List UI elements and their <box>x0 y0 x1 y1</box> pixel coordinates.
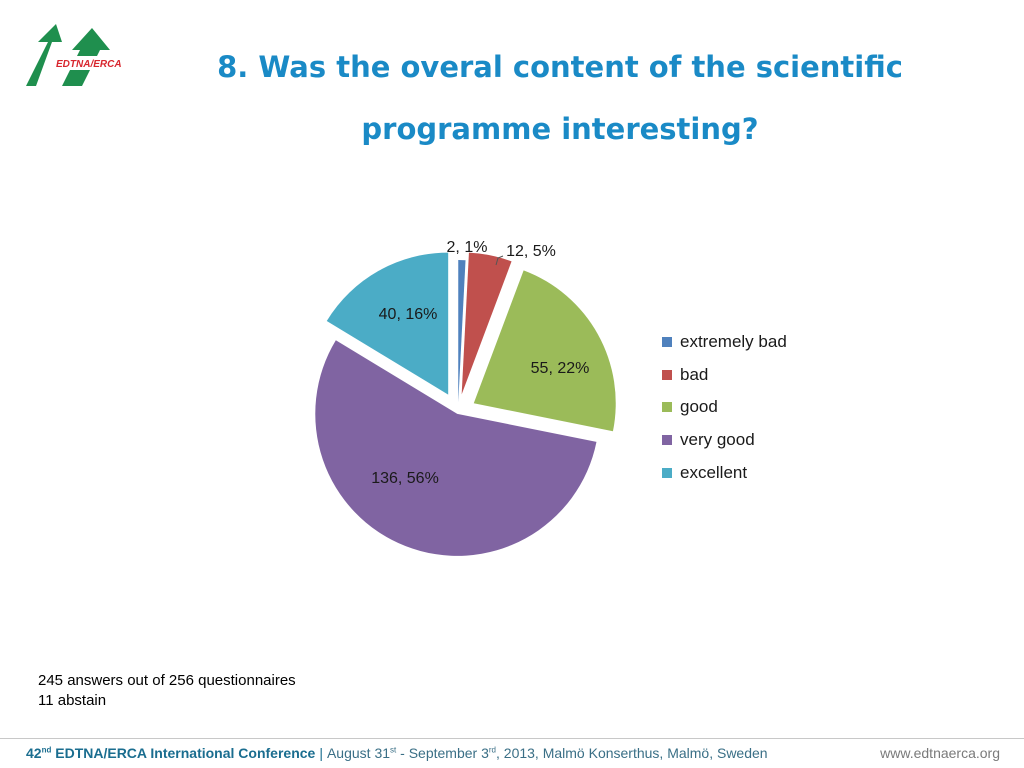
pie-slice-bad <box>461 252 512 395</box>
conference-date-start-suffix: st <box>390 745 397 755</box>
slide-title: 8. Was the overal content of the scienti… <box>160 36 960 160</box>
conference-date-start: August 31 <box>326 745 391 761</box>
leader-line <box>495 255 504 266</box>
pie-slice-extremely-bad <box>458 260 466 403</box>
legend-item-very-good: very good <box>662 424 787 457</box>
legend-swatch <box>662 402 672 413</box>
footer-conference-info: 42nd EDTNA/ERCA International Conference… <box>26 745 768 761</box>
legend-swatch <box>662 369 672 380</box>
title-line-1: 8. Was the overal content of the scienti… <box>217 50 903 84</box>
logo-text: EDTNA/ERCA <box>56 59 122 70</box>
chart-legend: extremely bad bad good very good excellent <box>662 326 787 489</box>
logo-arrow-left-icon <box>26 24 62 86</box>
pie-data-label-excellent: 40, 16% <box>379 306 438 323</box>
footer-divider <box>0 738 1024 739</box>
legend-swatch <box>662 467 672 478</box>
legend-swatch <box>662 435 672 446</box>
pie-data-label-bad: 12, 5% <box>506 243 556 260</box>
conference-date-end: - September 3 <box>396 745 489 761</box>
pie-slice-good <box>473 270 616 432</box>
legend-item-good: good <box>662 391 787 424</box>
pie-data-label-very-good: 136, 56% <box>371 470 439 487</box>
title-line-2: programme interesting? <box>361 112 759 146</box>
conference-location: , 2013, Malmö Konserthus, Malmö, Sweden <box>496 745 768 761</box>
legend-item-excellent: excellent <box>662 456 787 489</box>
answers-note: 245 answers out of 256 questionnaires <box>38 672 296 689</box>
legend-label: extremely bad <box>680 332 787 352</box>
legend-label: excellent <box>680 462 748 482</box>
edtna-erca-logo: EDTNA/ERCA <box>26 24 140 86</box>
pie-slice-excellent <box>326 252 449 395</box>
website-link[interactable]: www.edtnaerca.org <box>880 745 1000 761</box>
pie-data-label-extremely-bad: 2, 1% <box>447 239 488 256</box>
legend-item-bad: bad <box>662 359 787 392</box>
conference-ordinal: 42 <box>26 745 42 761</box>
legend-label: very good <box>680 430 755 450</box>
legend-label: bad <box>680 364 709 384</box>
conference-ordinal-suffix: nd <box>41 745 52 755</box>
abstain-note: 11 abstain <box>38 692 107 709</box>
conference-date-end-suffix: rd <box>488 745 496 755</box>
footer-separator: | <box>319 745 323 761</box>
legend-item-extremely-bad: extremely bad <box>662 326 787 359</box>
pie-slice-very-good <box>315 340 597 556</box>
pie-slices <box>315 252 616 556</box>
legend-swatch <box>662 337 672 348</box>
notes: 245 answers out of 256 questionnaires 11… <box>38 671 296 711</box>
legend-label: good <box>680 397 718 417</box>
conference-name: EDTNA/ERCA International Conference <box>55 745 316 761</box>
pie-data-label-good: 55, 22% <box>531 360 590 377</box>
pie-labels: 2, 1% 12, 5% 55, 22% 136, 56% 40, 16% <box>371 239 589 487</box>
